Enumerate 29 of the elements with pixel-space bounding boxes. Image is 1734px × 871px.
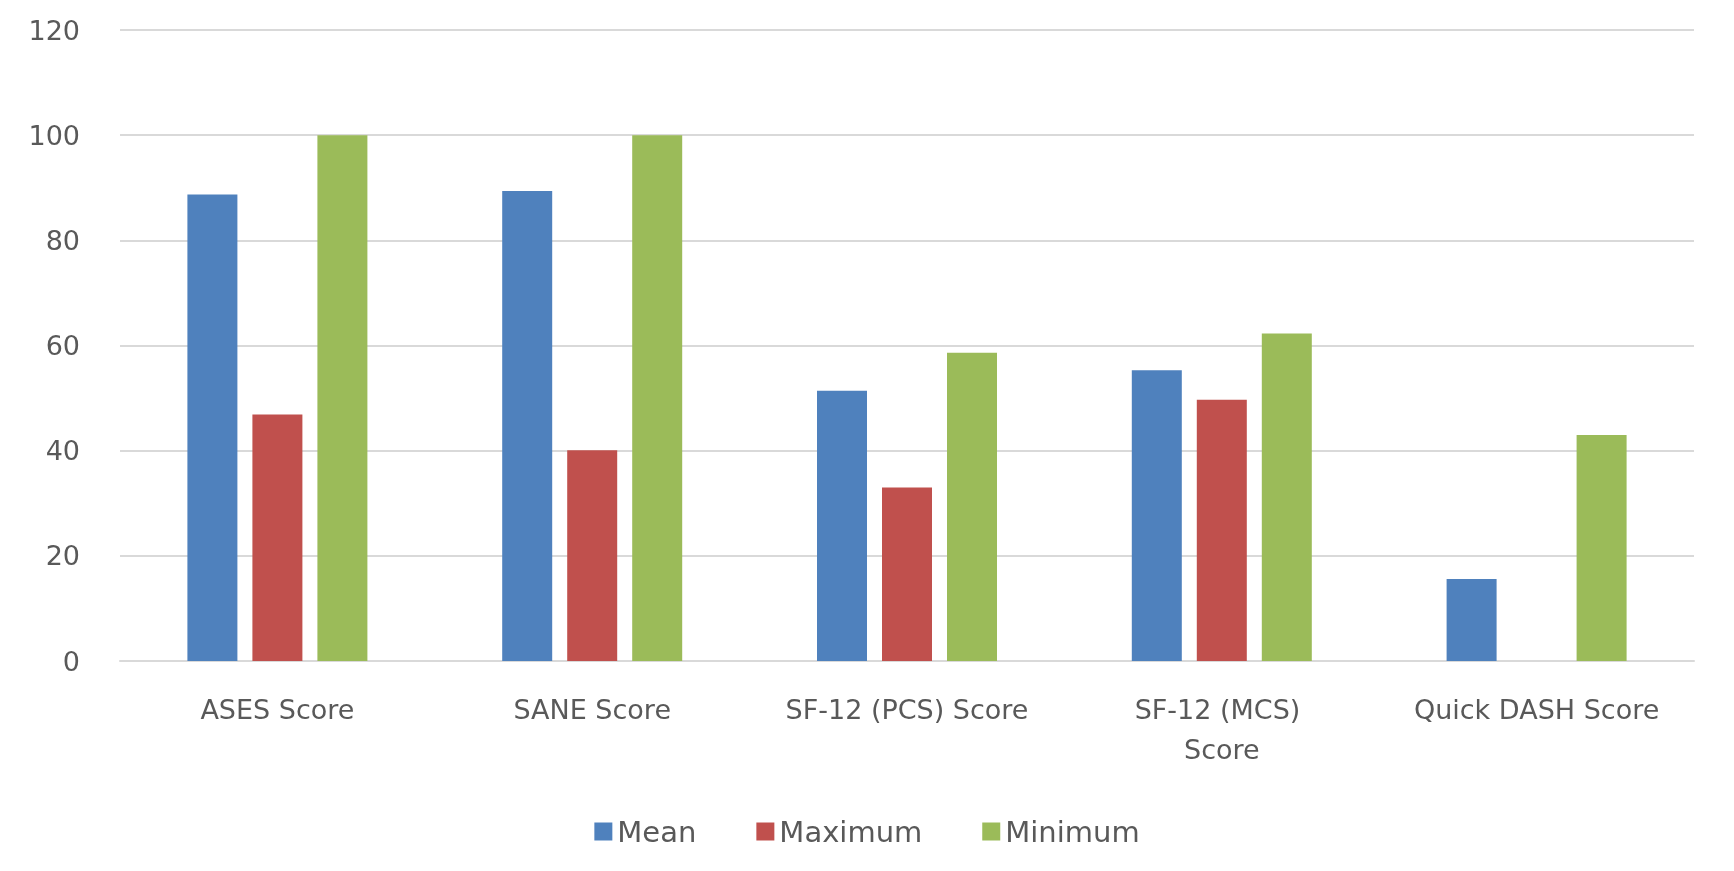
x-tick-label: SF-12 (MCS) Score bbox=[1134, 693, 1309, 765]
legend-label: Mean bbox=[617, 814, 697, 849]
x-tick-label: SF-12 (PCS) Score bbox=[785, 693, 1029, 725]
bar bbox=[1261, 333, 1312, 661]
y-tick-label: 120 bbox=[28, 14, 80, 46]
y-tick-label: 40 bbox=[45, 435, 80, 467]
bar bbox=[947, 352, 997, 661]
bar bbox=[252, 414, 303, 661]
legend-label: Minimum bbox=[1005, 814, 1140, 849]
y-tick-label: 80 bbox=[45, 224, 80, 256]
bar bbox=[1131, 370, 1182, 661]
y-tick-label: 0 bbox=[62, 645, 80, 677]
y-tick-label: 20 bbox=[45, 540, 80, 572]
bar bbox=[1576, 434, 1627, 661]
bar bbox=[502, 190, 553, 661]
bar bbox=[187, 194, 238, 661]
bar bbox=[1446, 578, 1497, 661]
bar bbox=[817, 390, 867, 661]
bar bbox=[567, 450, 618, 661]
x-tick-label: ASES Score bbox=[200, 693, 355, 725]
bar bbox=[632, 135, 683, 661]
y-tick-label: 60 bbox=[45, 330, 80, 361]
x-tick-label: SANE Score bbox=[513, 693, 671, 725]
bar bbox=[882, 487, 932, 661]
y-tick-label: 100 bbox=[28, 119, 80, 151]
x-tick-label: Quick DASH Score bbox=[1413, 693, 1660, 725]
bar bbox=[1196, 399, 1247, 661]
bar bbox=[317, 135, 368, 661]
legend-label: Maximum bbox=[779, 814, 923, 849]
